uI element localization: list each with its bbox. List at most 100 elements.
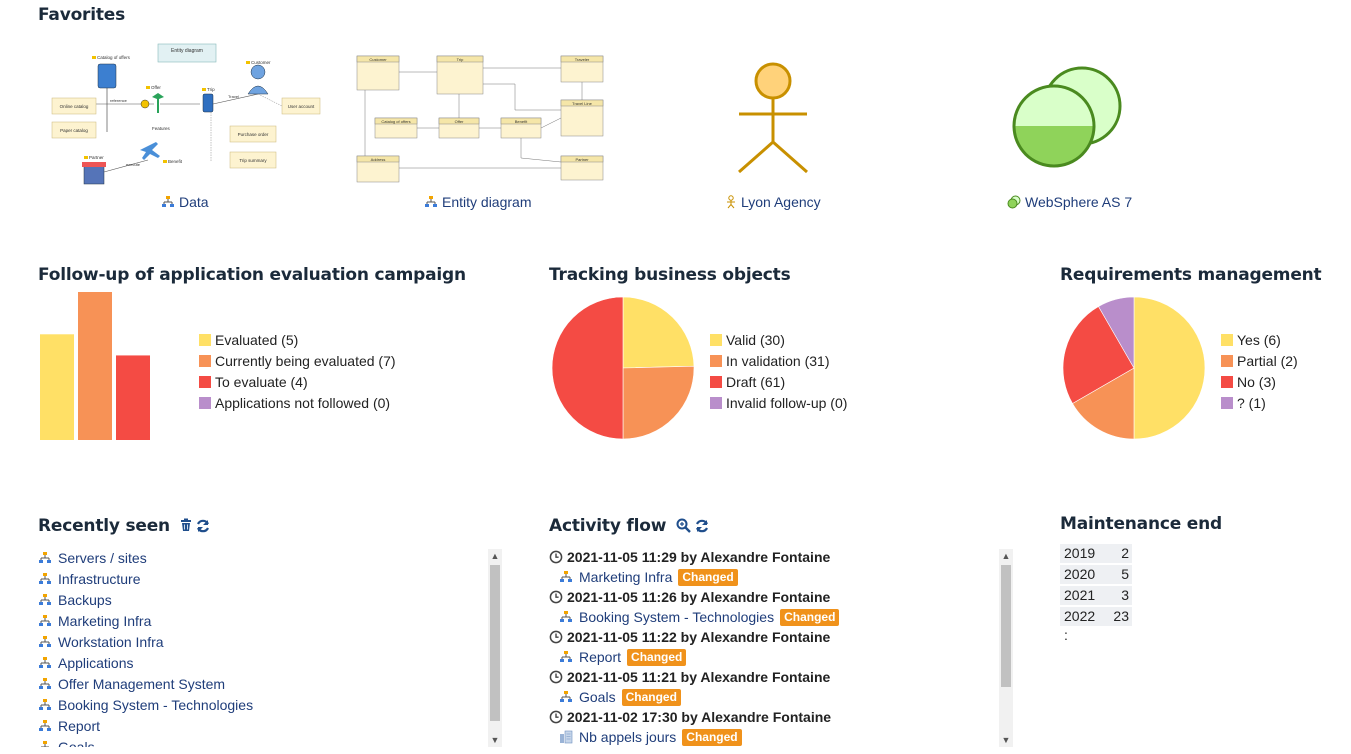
maintenance-value: 23 xyxy=(1104,607,1132,626)
diagram-node xyxy=(157,43,217,63)
bar-to-evaluate[interactable] xyxy=(116,355,150,440)
diagram-node-label: Entity diagram xyxy=(171,48,203,54)
zoom-icon[interactable] xyxy=(676,518,692,533)
activity-entry-header: 2021-11-05 11:26 by Alexandre Fontaine xyxy=(549,587,994,607)
status-badge: Changed xyxy=(780,608,840,626)
svg-text:Features: Features xyxy=(152,126,171,131)
hierarchy-icon xyxy=(39,677,51,689)
legend-item-being-evaluated[interactable]: Currently being evaluated (7) xyxy=(199,350,396,371)
legend-item-in-validation[interactable]: In validation (31) xyxy=(710,350,847,371)
list-item[interactable]: Applications xyxy=(38,652,483,673)
diagram-node xyxy=(51,121,97,139)
list-item[interactable]: Report xyxy=(38,715,483,736)
list-item[interactable]: Servers / sites xyxy=(38,547,483,568)
svg-text:reference: reference xyxy=(110,98,128,103)
legend-swatch xyxy=(710,375,722,388)
legend-item-to-evaluate[interactable]: To evaluate (4) xyxy=(199,371,396,392)
legend-item-unknown[interactable]: ? (1) xyxy=(1221,392,1298,413)
maintenance-row: 2021 :3 xyxy=(1060,585,1132,622)
trash-icon[interactable] xyxy=(180,518,192,532)
scroll-thumb[interactable] xyxy=(490,565,500,721)
svg-text:execute: execute xyxy=(126,162,141,167)
pie-slice-draft[interactable] xyxy=(551,296,624,440)
hierarchy-icon xyxy=(39,572,51,584)
legend-item-not-followed[interactable]: Applications not followed (0) xyxy=(199,392,396,413)
hierarchy-icon xyxy=(40,740,50,747)
legend-item-evaluated[interactable]: Evaluated (5) xyxy=(199,329,396,350)
status-badge: Changed xyxy=(682,728,742,746)
scroll-thumb[interactable] xyxy=(1001,565,1011,687)
favorite-lyon-agency-link[interactable]: Lyon Agency xyxy=(725,194,821,210)
recently-seen-list: Servers / sites Infrastructure Backups Mark… xyxy=(38,547,483,747)
legend-item-invalid-follow-up[interactable]: Invalid follow-up (0) xyxy=(710,392,847,413)
activity-list: 2021-11-05 11:29 by Alexandre Fontaine Ma… xyxy=(549,547,994,747)
list-item[interactable]: Goals xyxy=(38,736,483,747)
legend-swatch xyxy=(710,354,722,367)
requirements-legend: Yes (6) Partial (2) No (3) ? (1) xyxy=(1221,329,1298,413)
pie-slice-yes[interactable] xyxy=(1133,296,1206,440)
legend-swatch xyxy=(1221,354,1233,367)
legend-item-draft[interactable]: Draft (61) xyxy=(710,371,847,392)
list-item[interactable]: Marketing Infra xyxy=(38,610,483,631)
legend-swatch xyxy=(199,375,211,388)
hierarchy-icon xyxy=(425,196,437,207)
activity-entry-item[interactable]: Goals Changed xyxy=(549,687,994,707)
recently-seen-scrollbar[interactable]: ▲ ▼ xyxy=(488,549,502,747)
hierarchy-icon xyxy=(39,593,51,605)
list-item[interactable]: Workstation Infra xyxy=(38,631,483,652)
favorite-websphere-link[interactable]: WebSphere AS 7 xyxy=(1007,194,1132,210)
server-thumbnail[interactable] xyxy=(1010,64,1124,172)
list-item[interactable]: Backups xyxy=(38,589,483,610)
svg-text:Customer: Customer xyxy=(369,57,387,62)
diagram-node-label: Catalog of offers xyxy=(97,55,131,60)
hierarchy-icon xyxy=(39,551,51,563)
svg-text:Trip summary: Trip summary xyxy=(239,158,267,163)
legend-swatch xyxy=(199,354,211,367)
svg-text:Purchase order: Purchase order xyxy=(238,132,269,137)
activity-entry-item[interactable]: Marketing Infra Changed xyxy=(549,567,994,587)
list-item[interactable]: Offer Management System xyxy=(38,673,483,694)
pie-slice-partial[interactable] xyxy=(1072,367,1135,440)
pie-slice-no[interactable] xyxy=(1062,306,1135,404)
list-item[interactable]: Infrastructure xyxy=(38,568,483,589)
svg-text:Partner: Partner xyxy=(89,155,104,160)
maintenance-row: 2019 :2 xyxy=(1060,543,1132,580)
legend-item-partial[interactable]: Partial (2) xyxy=(1221,350,1298,371)
customer-icon xyxy=(247,85,269,95)
scroll-down-arrow[interactable]: ▼ xyxy=(490,735,500,745)
data-diagram-thumbnail[interactable]: Entity diagram Catalog of offers Online … xyxy=(48,42,328,192)
maintenance-year: 2022 : xyxy=(1060,607,1104,643)
svg-text:Trip: Trip xyxy=(207,87,215,92)
bar-currently-being-evaluated[interactable] xyxy=(78,292,112,440)
pie-slice-valid[interactable] xyxy=(622,296,695,369)
refresh-icon[interactable] xyxy=(694,518,710,534)
list-item[interactable]: Booking System - Technologies xyxy=(38,694,483,715)
activity-scrollbar[interactable]: ▲ ▼ xyxy=(999,549,1013,747)
activity-entry-item[interactable]: Report Changed xyxy=(549,647,994,667)
requirements-title: Requirements management xyxy=(1060,265,1322,285)
actor-thumbnail[interactable] xyxy=(735,62,811,176)
legend-item-yes[interactable]: Yes (6) xyxy=(1221,329,1298,350)
scroll-up-arrow[interactable]: ▲ xyxy=(1001,551,1011,561)
favorite-entity-diagram-link[interactable]: Entity diagram xyxy=(424,194,531,210)
svg-text:Catalog of offers: Catalog of offers xyxy=(381,119,410,124)
favorite-data-link[interactable]: Data xyxy=(161,194,209,210)
refresh-icon[interactable] xyxy=(195,518,211,534)
bar-evaluated[interactable] xyxy=(40,334,74,440)
legend-item-no[interactable]: No (3) xyxy=(1221,371,1298,392)
pie-slice-in-validation[interactable] xyxy=(622,365,695,440)
activity-entry-header: 2021-11-05 11:22 by Alexandre Fontaine xyxy=(549,627,994,647)
legend-item-valid[interactable]: Valid (30) xyxy=(710,329,847,350)
activity-entry-item[interactable]: Booking System - Technologies Changed xyxy=(549,607,994,627)
pie-slice-[interactable] xyxy=(1098,296,1135,370)
svg-text:Offer: Offer xyxy=(151,85,161,90)
activity-entry-item[interactable]: Nb appels jours Changed xyxy=(549,727,994,747)
scroll-up-arrow[interactable]: ▲ xyxy=(490,551,500,561)
status-badge: Changed xyxy=(627,648,687,666)
svg-text:User account: User account xyxy=(288,104,315,109)
legend-swatch xyxy=(1221,396,1233,409)
entity-diagram-thumbnail[interactable]: Customer Trip Traveler Travel Line Catal… xyxy=(355,54,605,184)
svg-text:Benefit: Benefit xyxy=(168,159,183,164)
scroll-down-arrow[interactable]: ▼ xyxy=(1001,735,1011,745)
